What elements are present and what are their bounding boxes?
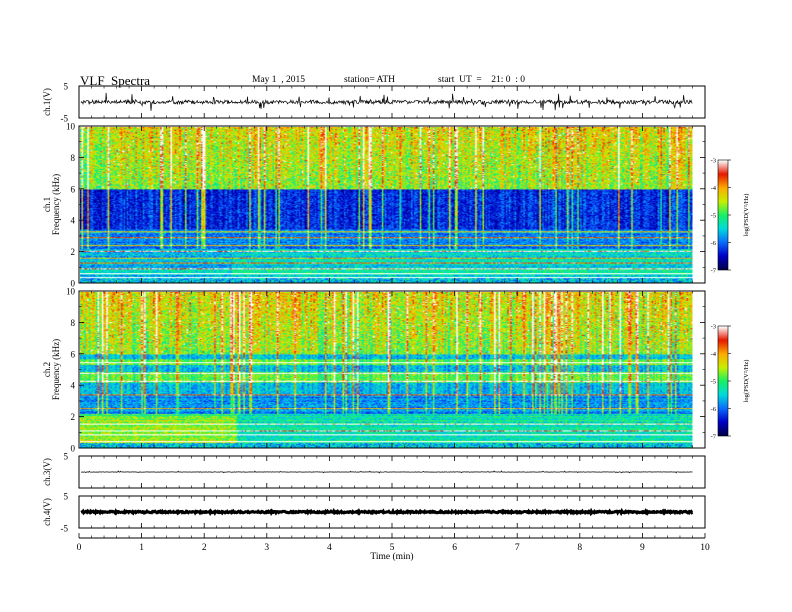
- time-tick-label: 1: [139, 543, 144, 553]
- y-tick-label: 4: [71, 381, 76, 391]
- y-tick-label: 2: [71, 412, 76, 422]
- time-tick-label: 9: [640, 543, 645, 553]
- y-tick-label: 0: [71, 279, 76, 289]
- y-tick-label: 6: [71, 184, 76, 194]
- colorbar-tick-label: -4: [711, 351, 717, 358]
- colorbar-tick-label: -6: [711, 406, 717, 413]
- time-tick-label: 6: [452, 543, 457, 553]
- station-name: station= ATH: [344, 75, 396, 85]
- y-tick-label: -5: [61, 524, 69, 534]
- y-tick-label: 5: [64, 452, 69, 462]
- y-axis-label-frequency: Frequency (kHz): [51, 174, 61, 235]
- ch1-waveform-panel: 5 -5 ch.1(V): [42, 82, 706, 124]
- start-time: start UT = 21: 0 : 0: [438, 75, 525, 85]
- ch4-waveform-trace: [80, 507, 694, 517]
- colorbar-tick-label: -3: [711, 324, 716, 331]
- y-axis-label-frequency: Frequency (kHz): [51, 339, 61, 400]
- y-axis-label-channel: ch.1: [42, 197, 52, 212]
- ch1-spectrogram-panel: 0 2 4 6 8 10 ch.1 Frequency (kHz) -3 -4 -5 -6 -7 log(…: [42, 122, 750, 289]
- time-axis-label: Time (min): [370, 551, 413, 562]
- colorbar-image: [718, 326, 728, 436]
- time-tick-label: 3: [264, 543, 269, 553]
- y-tick-label: 10: [66, 287, 76, 297]
- observation-date: May 1 , 2015: [252, 75, 306, 85]
- y-tick-label: 0: [71, 444, 76, 454]
- figure-title: VLF Spectra: [80, 73, 151, 88]
- colorbar-label: log(PSD(V²/Hz): [743, 360, 750, 403]
- ch3-waveform-panel: 5 ch.3(V): [42, 452, 706, 489]
- y-tick-label: 5: [64, 82, 69, 92]
- colorbar-tick-label: -6: [711, 240, 717, 247]
- spectrogram-image: [80, 292, 693, 448]
- ch2-spectrogram-panel: 0 2 4 6 8 10 ch.2 Frequency (kHz) -3 -4 -5 -6 -7 log(…: [42, 287, 750, 454]
- y-axis-label: ch.4(V): [42, 498, 52, 526]
- colorbar-label: log(PSD(V²/Hz): [743, 194, 750, 237]
- time-tick-label: 7: [515, 543, 520, 553]
- y-tick-label: 2: [71, 247, 76, 257]
- colorbar-tick-label: -4: [711, 185, 717, 192]
- y-tick-label: 8: [71, 318, 76, 328]
- colorbar-tick-label: -5: [711, 379, 716, 386]
- y-tick-label: 4: [71, 216, 76, 226]
- time-tick-label: 8: [577, 543, 582, 553]
- ch1-waveform-trace: [80, 92, 693, 111]
- y-tick-label: 8: [71, 153, 76, 163]
- time-tick-label: 5: [390, 543, 395, 553]
- ch4-waveform-panel: 5 -5 ch.4(V): [42, 492, 706, 534]
- y-tick-label: -5: [61, 114, 69, 124]
- y-axis-label-channel: ch.2: [42, 362, 52, 377]
- y-axis-label: ch.1(V): [42, 88, 52, 116]
- colorbar-tick-label: -3: [711, 158, 716, 165]
- time-axis: 0 1 2 3 4 5 6 7 8 9 10 Time (min): [77, 533, 710, 562]
- y-tick-label: 5: [64, 492, 69, 502]
- colorbar-tick-label: -7: [711, 434, 717, 441]
- y-tick-label: 10: [66, 122, 76, 132]
- spectrogram-image: [80, 127, 693, 283]
- y-axis-label: ch.3(V): [42, 458, 52, 486]
- time-tick-label: 4: [327, 543, 332, 553]
- time-tick-label: 10: [700, 543, 710, 553]
- ch3-waveform-trace: [81, 470, 693, 474]
- y-tick-label: 6: [71, 349, 76, 359]
- colorbar-tick-label: -5: [711, 213, 716, 220]
- colorbar-image: [718, 160, 728, 270]
- time-tick-label: 0: [77, 543, 82, 553]
- colorbar-tick-label: -7: [711, 268, 717, 275]
- time-tick-label: 2: [202, 543, 207, 553]
